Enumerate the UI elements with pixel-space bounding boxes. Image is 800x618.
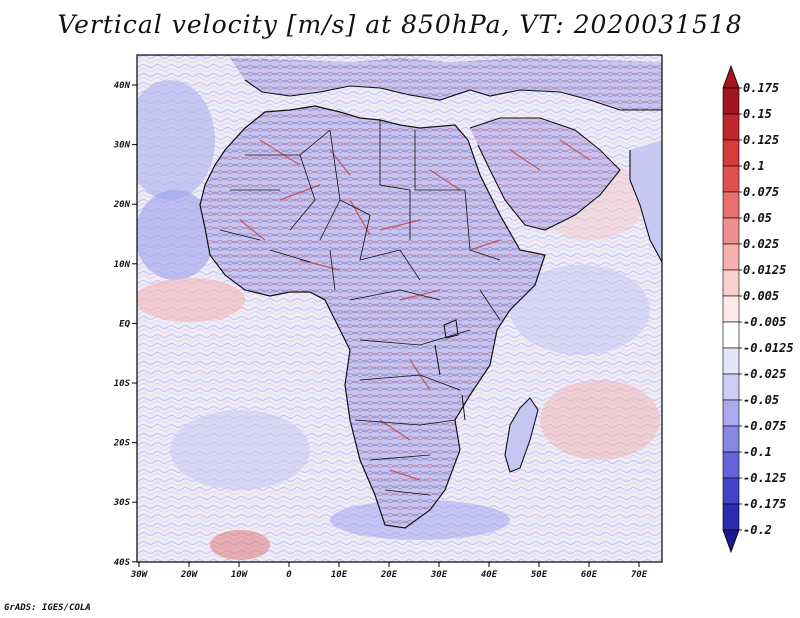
colorbar-label: -0.05	[743, 393, 779, 407]
colorbar-segment	[722, 113, 740, 141]
colorbar-segment	[722, 399, 740, 427]
colorbar-segment	[722, 269, 740, 297]
ocean-patch	[210, 530, 270, 560]
colorbar-segment	[722, 165, 740, 193]
ocean-patch	[540, 380, 660, 460]
lon-label: 20E	[380, 570, 398, 580]
lat-label: EQ	[119, 319, 130, 329]
coastline-europe	[244, 79, 662, 111]
credit-label: GrADS: IGES/COLA	[4, 603, 91, 613]
coastline-india	[629, 150, 662, 263]
colorbar-segment	[722, 373, 740, 401]
colorbar-segment	[722, 217, 740, 245]
lon-label: 10E	[331, 570, 348, 580]
ocean-patch	[137, 190, 215, 280]
colorbar-segment	[722, 477, 740, 505]
colorbar-segment	[722, 451, 740, 479]
colorbar-label: 0.1	[743, 159, 765, 173]
lon-label: 40E	[481, 570, 498, 580]
ocean-patch	[510, 265, 650, 355]
colorbar-label: 0.125	[743, 133, 779, 147]
lon-label: 50E	[531, 570, 548, 580]
colorbar-segment	[722, 295, 740, 323]
lon-label: 60E	[581, 570, 598, 580]
lat-label: 20S	[113, 439, 131, 449]
map-panel	[137, 55, 662, 562]
lon-label: 0	[286, 570, 292, 580]
colorbar-segment	[722, 87, 740, 115]
colorbar-label: -0.0125	[743, 341, 794, 355]
colorbar: 0.175 0.15 0.125 0.1 0.075 0.05 0.025 0.0125 0.0…	[722, 64, 794, 554]
arabia-texture	[470, 118, 620, 230]
country-borders	[219, 120, 501, 496]
colorbar-label: 0.075	[743, 185, 779, 199]
india-land	[630, 140, 662, 262]
colorbar-label: -0.2	[743, 523, 772, 537]
coastline-madagascar	[504, 397, 539, 473]
africa-texture	[200, 106, 545, 528]
lon-label: 70E	[631, 570, 648, 580]
colorbar-segment	[722, 243, 740, 271]
colorbar-label: -0.075	[743, 419, 786, 433]
colorbar-label: 0.05	[743, 211, 772, 225]
colorbar-segment	[722, 425, 740, 453]
colorbar-segment	[722, 321, 740, 349]
longitude-axis: 30W 20W 10W 0 10E 20E 30E 40E 50E 60E 70E	[130, 562, 648, 580]
lat-label: 20N	[113, 200, 131, 210]
colorbar-bottom-arrow	[722, 529, 740, 554]
lat-label: 30N	[113, 141, 131, 151]
lat-label: 10N	[114, 260, 131, 270]
colorbar-label: 0.005	[743, 289, 779, 303]
colorbar-label: -0.025	[743, 367, 786, 381]
ocean-patch	[170, 410, 310, 490]
colorbar-label: -0.1	[743, 445, 772, 459]
colorbar-segment	[722, 503, 740, 531]
map-frame	[136, 54, 663, 563]
colorbar-segment	[722, 191, 740, 219]
lat-label: 40S	[114, 558, 131, 568]
lat-label: 40N	[114, 81, 131, 91]
lat-label: 10S	[114, 379, 131, 389]
colorbar-label: -0.005	[743, 315, 786, 329]
coastline-arabia	[469, 117, 621, 231]
lat-label: 30S	[113, 498, 131, 508]
colorbar-label: 0.175	[743, 81, 779, 95]
colorbar-segment	[722, 139, 740, 167]
colorbar-label: 0.15	[743, 107, 772, 121]
ocean-patch	[330, 500, 510, 540]
colorbar-label: -0.125	[743, 471, 786, 485]
lon-label: 30E	[430, 570, 448, 580]
lakes	[434, 319, 466, 421]
madagascar-land	[505, 398, 538, 472]
colorbar-label: 0.025	[743, 237, 779, 251]
coastline	[199, 105, 546, 529]
ocean-patch	[137, 278, 245, 322]
chart-title: Vertical velocity [m/s] at 850hPa, VT: 2…	[57, 10, 743, 39]
lon-label: 10W	[231, 570, 249, 580]
lon-label: 20W	[180, 570, 199, 580]
colorbar-label: 0.0125	[743, 263, 786, 277]
colorbar-top-arrow	[722, 64, 740, 89]
lon-label: 30W	[130, 570, 149, 580]
latitude-axis: 40N 30N 20N 10N EQ 10S 20S 30S 40S	[113, 81, 137, 568]
ocean-patch	[137, 80, 215, 200]
europe-texture	[230, 58, 662, 110]
colorbar-segment	[722, 347, 740, 375]
colorbar-label: -0.175	[743, 497, 786, 511]
